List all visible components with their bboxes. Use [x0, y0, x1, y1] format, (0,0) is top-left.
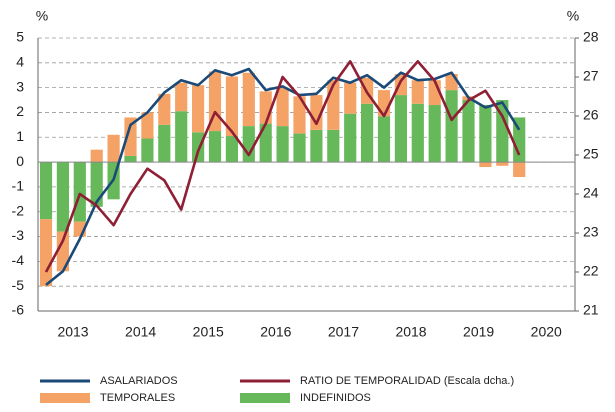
y-axis-unit: %: [36, 8, 48, 24]
bar: [411, 103, 424, 163]
y2-tick-label: 27: [583, 68, 599, 84]
y-tick-label: -3: [12, 227, 25, 243]
bar: [90, 149, 103, 163]
x-tick-label: 2020: [531, 324, 562, 340]
bar: [208, 131, 222, 163]
bar: [344, 82, 357, 114]
bar: [56, 162, 69, 232]
bar: [513, 162, 526, 177]
y-tick-label: 3: [16, 78, 24, 94]
bar: [39, 162, 53, 220]
bar: [175, 111, 188, 163]
bar: [141, 112, 154, 139]
bar: [225, 76, 238, 137]
bar: [107, 134, 120, 163]
legend-label: TEMPORALES: [100, 392, 175, 404]
y2-tick-label: 24: [583, 185, 599, 201]
y2-tick-label: 25: [583, 146, 599, 162]
legend-label: RATIO DE TEMPORALIDAD (Escala dcha.): [300, 375, 514, 387]
bar: [479, 105, 492, 163]
y-tick-label: 1: [16, 128, 24, 144]
x-tick-label: 2019: [463, 324, 494, 340]
bar: [394, 95, 407, 163]
y-tick-label: -1: [12, 178, 25, 194]
line: [45, 67, 521, 286]
y-tick-label: 0: [16, 153, 24, 169]
y-tick-label: -5: [12, 277, 25, 293]
bar: [192, 132, 205, 163]
y-tick-label: 5: [16, 29, 24, 45]
y-tick-label: -2: [12, 202, 25, 218]
y-tick-label: -4: [12, 252, 25, 268]
bar: [225, 136, 238, 163]
bar: [73, 162, 86, 222]
bar: [293, 133, 306, 163]
legend-swatch: [240, 393, 290, 403]
bar: [445, 73, 458, 91]
y-tick-label: 4: [16, 54, 24, 70]
x-tick-label: 2014: [125, 324, 156, 340]
bar: [242, 72, 255, 127]
bar: [158, 124, 171, 163]
bar: [141, 138, 154, 163]
bar: [39, 219, 53, 287]
bar: [192, 85, 205, 133]
bar: [496, 162, 509, 166]
bar: [479, 162, 492, 168]
y-tick-label: -6: [12, 302, 25, 318]
y2-tick-label: 21: [583, 302, 599, 318]
bar: [158, 93, 171, 125]
bar: [175, 82, 188, 112]
bar: [445, 90, 458, 163]
x-tick-label: 2017: [328, 324, 359, 340]
bar: [259, 91, 272, 124]
bar: [344, 113, 357, 163]
bar: [411, 80, 424, 104]
bar: [276, 126, 289, 163]
x-tick-label: 2013: [57, 324, 88, 340]
bar: [361, 103, 374, 163]
bar: [496, 100, 509, 163]
bar: [124, 117, 137, 156]
x-tick-label: 2016: [260, 324, 291, 340]
legend-label: ASALARIADOS: [100, 375, 178, 387]
bar: [56, 231, 69, 272]
bar: [293, 96, 306, 134]
y2-tick-label: 26: [583, 107, 599, 123]
y2-tick-label: 23: [583, 224, 599, 240]
bar: [462, 100, 475, 163]
bar: [276, 87, 289, 127]
bar: [428, 105, 441, 163]
bar: [90, 162, 103, 207]
y2-axis-unit: %: [567, 8, 579, 24]
bar: [259, 123, 272, 163]
y2-tick-label: 28: [583, 29, 599, 45]
bar: [377, 116, 391, 163]
x-tick-label: 2015: [193, 324, 224, 340]
legend-swatch: [40, 393, 90, 403]
x-tick-label: 2018: [395, 324, 426, 340]
y-tick-label: 2: [16, 103, 24, 119]
bar: [310, 129, 323, 163]
line: [44, 60, 521, 273]
bar: [242, 126, 255, 163]
bar: [327, 129, 340, 163]
bar: [124, 155, 137, 163]
y2-tick-label: 22: [583, 263, 599, 279]
legend-label: INDEFINIDOS: [300, 392, 371, 404]
